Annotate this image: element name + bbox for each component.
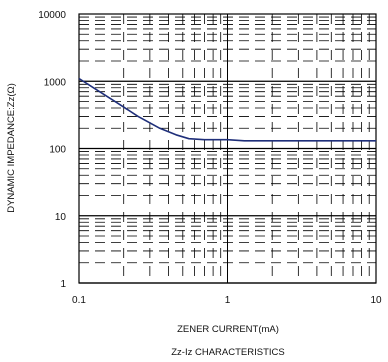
y-tick-label: 10000 (38, 10, 66, 21)
y-tick-label: 10 (55, 212, 67, 223)
x-tick-label: 10 (370, 295, 382, 306)
series-line (78, 77, 376, 142)
y-axis-title: DYNAMIC IMPEDANCE:Zz(Ω) (6, 83, 17, 213)
x-tick-label: 1 (225, 295, 231, 306)
y-tick-label: 1 (60, 279, 66, 290)
x-tick-labels: 0.1 1 10 (72, 295, 382, 306)
grid-lines (78, 14, 376, 284)
y-tick-labels: 1 10 100 1000 10000 (38, 10, 66, 290)
chart-title: Zz-Iz CHARACTERISTICS (171, 347, 284, 358)
x-tick-label: 0.1 (72, 295, 86, 306)
plot-frame (78, 13, 377, 284)
x-axis-title: ZENER CURRENT(mA) (177, 324, 279, 335)
y-tick-label: 1000 (44, 77, 67, 88)
y-tick-label: 100 (49, 145, 66, 156)
series-layer (78, 77, 376, 142)
